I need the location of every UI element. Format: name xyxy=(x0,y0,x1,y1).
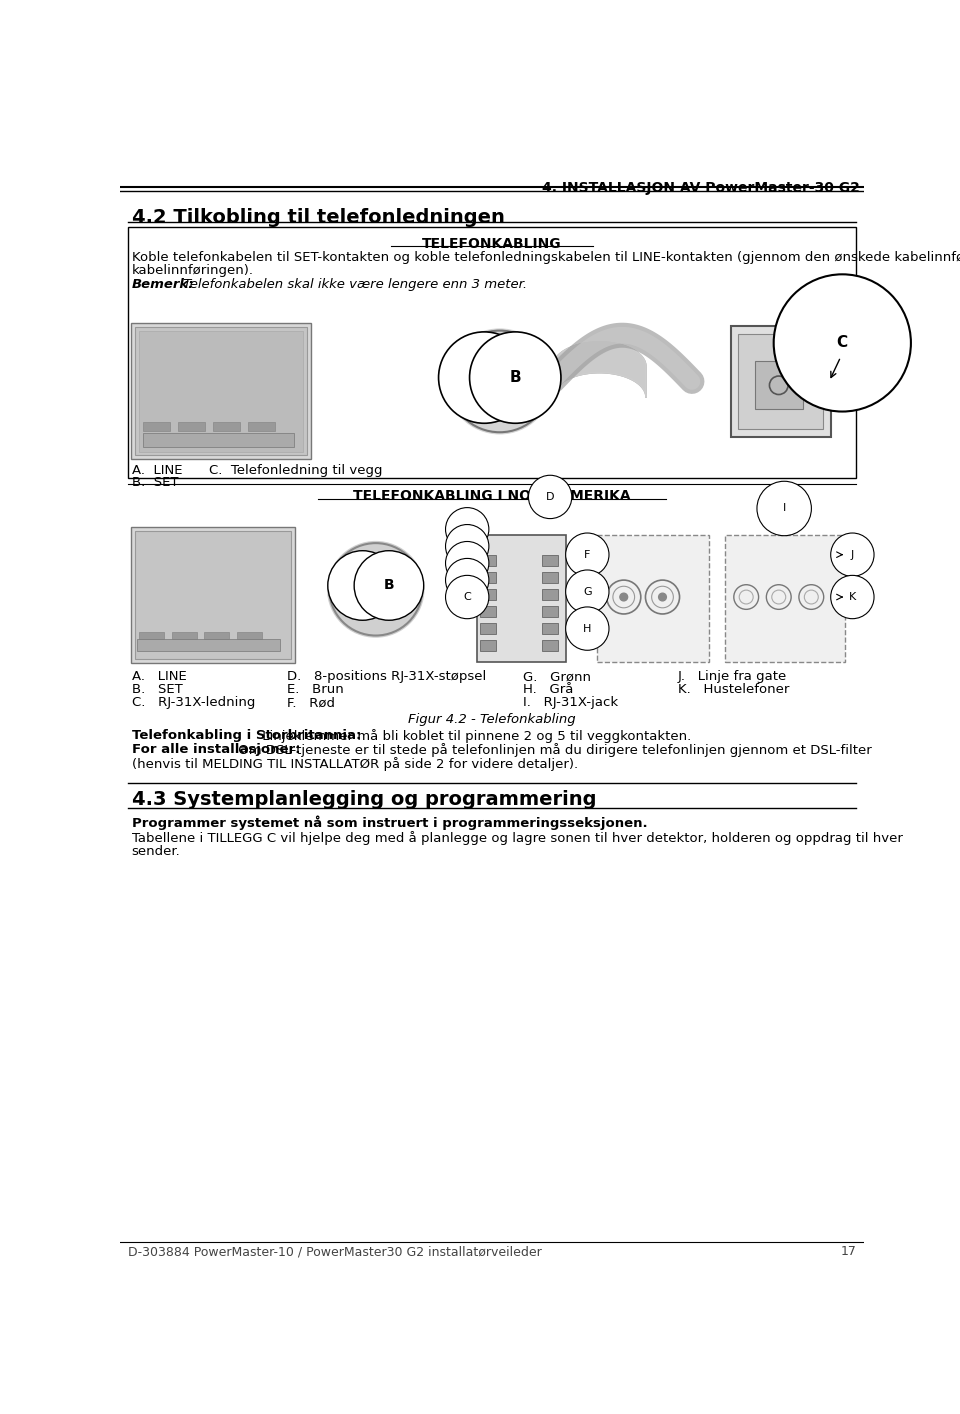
Text: I.   RJ-31X-jack: I. RJ-31X-jack xyxy=(523,696,618,710)
Text: sender.: sender. xyxy=(132,846,180,858)
Text: 17: 17 xyxy=(840,1246,856,1258)
FancyBboxPatch shape xyxy=(480,607,496,617)
Text: (henvis til MELDING TIL INSTALLATØR på side 2 for videre detaljer).: (henvis til MELDING TIL INSTALLATØR på s… xyxy=(132,756,578,771)
Text: TELEFONKABLING I NORD-AMERIKA: TELEFONKABLING I NORD-AMERIKA xyxy=(353,489,631,503)
FancyBboxPatch shape xyxy=(542,590,558,600)
FancyBboxPatch shape xyxy=(542,607,558,617)
Text: kabelinnføringen).: kabelinnføringen). xyxy=(132,264,253,277)
Text: F: F xyxy=(464,542,470,551)
FancyBboxPatch shape xyxy=(131,527,295,663)
FancyBboxPatch shape xyxy=(248,423,275,431)
Text: B: B xyxy=(384,578,395,592)
FancyBboxPatch shape xyxy=(172,632,197,639)
FancyBboxPatch shape xyxy=(143,433,295,447)
FancyBboxPatch shape xyxy=(143,423,170,431)
FancyBboxPatch shape xyxy=(480,573,496,583)
Text: C: C xyxy=(464,592,471,602)
FancyBboxPatch shape xyxy=(738,334,823,430)
FancyBboxPatch shape xyxy=(755,362,803,409)
Text: G: G xyxy=(583,587,591,597)
Text: H.   Grå: H. Grå xyxy=(523,683,573,696)
FancyBboxPatch shape xyxy=(542,641,558,650)
Text: Programmer systemet nå som instruert i programmeringsseksjonen.: Programmer systemet nå som instruert i p… xyxy=(132,816,647,830)
Text: K.   Hustelefoner: K. Hustelefoner xyxy=(678,683,789,696)
Text: Tabellene i TILLEGG C vil hjelpe deg med å planlegge og lagre sonen til hver det: Tabellene i TILLEGG C vil hjelpe deg med… xyxy=(132,831,902,846)
Text: I: I xyxy=(782,503,786,513)
FancyBboxPatch shape xyxy=(476,536,565,663)
Text: D.   8-positions RJ-31X-støpsel: D. 8-positions RJ-31X-støpsel xyxy=(287,670,486,683)
Text: F.   Rød: F. Rød xyxy=(287,696,335,710)
FancyBboxPatch shape xyxy=(480,641,496,650)
FancyBboxPatch shape xyxy=(502,366,508,393)
FancyBboxPatch shape xyxy=(542,573,558,583)
Text: E: E xyxy=(464,525,470,534)
Text: C: C xyxy=(837,335,848,351)
Text: J.   Linje fra gate: J. Linje fra gate xyxy=(678,670,787,683)
FancyBboxPatch shape xyxy=(179,423,205,431)
Text: B: B xyxy=(510,370,521,385)
Text: 4. INSTALLASJON AV PowerMaster-30 G2: 4. INSTALLASJON AV PowerMaster-30 G2 xyxy=(542,181,860,195)
Text: D-303884 PowerMaster-10 / PowerMaster30 G2 installatørveileder: D-303884 PowerMaster-10 / PowerMaster30 … xyxy=(128,1246,541,1258)
Text: Koble telefonkabelen til SET-kontakten og koble telefonledningskabelen til LINE-: Koble telefonkabelen til SET-kontakten o… xyxy=(132,250,960,263)
FancyBboxPatch shape xyxy=(128,228,856,478)
Text: K: K xyxy=(849,592,856,602)
Circle shape xyxy=(659,594,666,601)
Text: A: A xyxy=(478,370,491,385)
Text: H: H xyxy=(583,624,591,633)
Text: Om DSL-tjeneste er til stede på telefonlinjen må du dirigere telefonlinjen gjenn: Om DSL-tjeneste er til stede på telefonl… xyxy=(234,744,872,758)
FancyBboxPatch shape xyxy=(492,366,498,393)
Text: H: H xyxy=(463,575,471,585)
Text: Telefonkabling i Storbritannia:: Telefonkabling i Storbritannia: xyxy=(132,728,361,742)
Circle shape xyxy=(327,542,423,638)
FancyBboxPatch shape xyxy=(480,556,496,566)
Text: A: A xyxy=(357,578,368,592)
FancyBboxPatch shape xyxy=(725,536,845,663)
FancyBboxPatch shape xyxy=(134,327,307,455)
Text: Figur 4.2 - Telefonkabling: Figur 4.2 - Telefonkabling xyxy=(408,713,576,725)
Text: J: J xyxy=(851,550,854,560)
Circle shape xyxy=(620,594,628,601)
FancyBboxPatch shape xyxy=(542,624,558,633)
Text: B.  SET: B. SET xyxy=(132,477,179,489)
Text: Telefonkabelen skal ikke være lengere enn 3 meter.: Telefonkabelen skal ikke være lengere en… xyxy=(179,279,527,291)
Circle shape xyxy=(447,329,552,434)
FancyBboxPatch shape xyxy=(134,530,291,659)
Text: 4.2 Tilkobling til telefonledningen: 4.2 Tilkobling til telefonledningen xyxy=(132,208,505,228)
Text: E.   Brun: E. Brun xyxy=(287,683,344,696)
Text: Bemerk:: Bemerk: xyxy=(132,279,194,291)
FancyBboxPatch shape xyxy=(731,327,830,437)
Text: G.   Grønn: G. Grønn xyxy=(523,670,591,683)
Text: A.   LINE: A. LINE xyxy=(132,670,186,683)
Text: Linjeklemmer må bli koblet til pinnene 2 og 5 til veggkontakten.: Linjeklemmer må bli koblet til pinnene 2… xyxy=(258,728,691,742)
Text: D: D xyxy=(546,492,554,502)
FancyBboxPatch shape xyxy=(237,632,262,639)
FancyBboxPatch shape xyxy=(480,590,496,600)
Text: A.  LINE  C.  Telefonledning til vegg: A. LINE C. Telefonledning til vegg xyxy=(132,464,382,477)
FancyBboxPatch shape xyxy=(131,322,311,460)
Text: TELEFONKABLING: TELEFONKABLING xyxy=(422,236,562,250)
FancyBboxPatch shape xyxy=(480,624,496,633)
Text: For alle installasjoner:: For alle installasjoner: xyxy=(132,744,300,756)
FancyBboxPatch shape xyxy=(596,536,709,663)
Text: B.   SET: B. SET xyxy=(132,683,182,696)
FancyBboxPatch shape xyxy=(542,556,558,566)
Text: G: G xyxy=(463,559,471,568)
FancyBboxPatch shape xyxy=(139,632,164,639)
FancyBboxPatch shape xyxy=(213,423,240,431)
FancyBboxPatch shape xyxy=(138,331,303,451)
FancyBboxPatch shape xyxy=(204,632,229,639)
Text: F: F xyxy=(584,550,590,560)
FancyBboxPatch shape xyxy=(137,639,280,650)
Text: 4.3 Systemplanlegging og programmering: 4.3 Systemplanlegging og programmering xyxy=(132,789,596,809)
Text: C.   RJ-31X-ledning: C. RJ-31X-ledning xyxy=(132,696,255,710)
